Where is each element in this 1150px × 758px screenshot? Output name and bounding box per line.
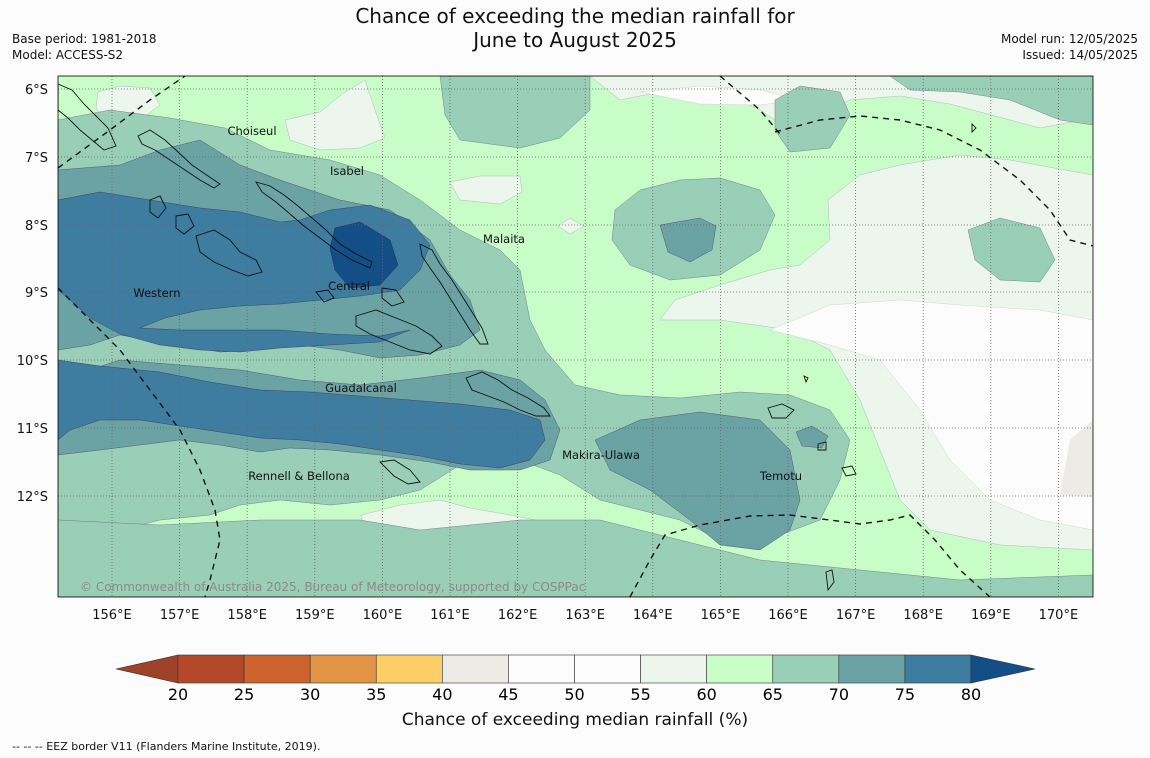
guadalcanal-island	[355, 309, 443, 355]
latitude-label: 10°S	[17, 354, 48, 369]
eez-footnote: -- -- -- EEZ border V11 (Flanders Marine…	[12, 740, 321, 753]
copyright-notice: © Commonwealth of Australia 2025, Bureau…	[80, 580, 585, 594]
longitude-label: 161°E	[430, 608, 470, 623]
province-label: Isabel	[330, 164, 364, 178]
province-label: Rennell & Bellona	[248, 469, 350, 483]
colorbar-tick: 80	[961, 685, 981, 704]
colorbar-tick: 30	[300, 685, 320, 704]
colorbar-tick: 25	[234, 685, 254, 704]
model-name: Model: ACCESS-S2	[12, 48, 124, 62]
longitude-label: 159°E	[295, 608, 335, 623]
latitude-label: 11°S	[17, 422, 48, 437]
province-label: Choiseul	[227, 124, 276, 138]
colorbar-segment	[706, 654, 774, 684]
probability-field-80-plus	[329, 221, 399, 289]
province-label: Temotu	[759, 469, 802, 483]
province-label: Guadalcanal	[325, 381, 397, 395]
map-frame	[57, 75, 1094, 598]
longitude-label: 169°E	[971, 608, 1011, 623]
colorbar-tick: 75	[895, 685, 915, 704]
longitude-label: 166°E	[768, 608, 808, 623]
map-plot: Choiseul Isabel Malaita Western Central Guada…	[58, 76, 1093, 597]
latitude-label: 12°S	[17, 490, 48, 505]
colorbar-segment	[508, 654, 575, 684]
title-line-1: Chance of exceeding the median rainfall …	[355, 4, 795, 28]
colorbar-segment	[772, 654, 840, 684]
temotu-islands	[767, 122, 977, 592]
coastlines	[58, 83, 977, 592]
makira-island	[465, 371, 551, 417]
longitude-label: 158°E	[227, 608, 267, 623]
isabel-island	[255, 181, 373, 269]
longitude-label: 156°E	[92, 608, 132, 623]
longitude-label: 168°E	[903, 608, 943, 623]
colorbar-segment	[375, 654, 443, 684]
longitude-label: 157°E	[160, 608, 200, 623]
colorbar-label: Chance of exceeding median rainfall (%)	[401, 710, 749, 730]
province-label: Western	[133, 286, 180, 300]
colorbar-segment	[838, 654, 906, 684]
colorbar-extend-low	[115, 654, 179, 684]
colorbar: 20 25 30 35 40 45 50 55 60 65 70 75 80	[115, 654, 1036, 704]
latitude-label: 9°S	[25, 286, 48, 301]
latitude-label: 7°S	[25, 151, 48, 166]
model-info: Base period: 1981-2018 Model: ACCESS-S2	[12, 31, 157, 63]
colorbar-tick: 20	[168, 685, 188, 704]
colorbar-segment	[177, 654, 245, 684]
latitude-label: 6°S	[25, 83, 48, 98]
colorbar-segment	[243, 654, 311, 684]
latitude-label: 8°S	[25, 219, 48, 234]
colorbar-tick: 35	[366, 685, 386, 704]
colorbar-segment	[574, 654, 641, 684]
longitude-label: 170°E	[1039, 608, 1079, 623]
longitude-label: 160°E	[363, 608, 403, 623]
run-info: Model run: 12/05/2025 Issued: 14/05/2025	[1001, 31, 1138, 63]
colorbar-segment	[442, 654, 509, 684]
eez-border	[58, 76, 1093, 597]
longitude-labels: 156°E 157°E 158°E 159°E 160°E 161°E 162°E 163°E…	[92, 608, 1078, 623]
map-title: Chance of exceeding the median rainfall …	[0, 4, 1150, 52]
title-line-2: June to August 2025	[473, 28, 677, 52]
choiseul-island	[137, 129, 221, 189]
rennell-island	[379, 459, 421, 485]
probability-field-40-45	[1060, 420, 1093, 497]
colorbar-tick: 55	[630, 685, 650, 704]
latitude-labels: 6°S 7°S 8°S 9°S 10°S 11°S 12°S	[17, 83, 48, 505]
colorbar-segment	[640, 654, 707, 684]
colorbar-tick: 70	[829, 685, 849, 704]
colorbar-tick: 50	[564, 685, 584, 704]
province-label: Malaita	[483, 232, 525, 246]
province-labels: Choiseul Isabel Malaita Western Central Guada…	[133, 124, 802, 483]
malaita-island	[419, 243, 489, 345]
colorbar-tick: 65	[763, 685, 783, 704]
colorbar-tick: 45	[498, 685, 518, 704]
province-label: Central	[328, 279, 370, 293]
longitude-label: 163°E	[565, 608, 605, 623]
colorbar-extend-high	[970, 654, 1036, 684]
longitude-label: 167°E	[836, 608, 876, 623]
issued-date: Issued: 14/05/2025	[1022, 48, 1138, 62]
probability-field-50-55	[639, 85, 1093, 531]
central-islands	[315, 287, 405, 307]
base-period: Base period: 1981-2018	[12, 32, 157, 46]
longitude-label: 162°E	[498, 608, 538, 623]
bougainville-island	[58, 83, 117, 151]
colorbar-tick: 40	[432, 685, 452, 704]
western-islands	[149, 195, 263, 277]
province-label: Makira-Ulawa	[562, 448, 640, 462]
colorbar-tick: 60	[696, 685, 716, 704]
longitude-label: 165°E	[701, 608, 741, 623]
longitude-label: 164°E	[633, 608, 673, 623]
model-run: Model run: 12/05/2025	[1000, 32, 1138, 46]
colorbar-segment	[309, 654, 377, 684]
colorbar-segment	[904, 654, 972, 684]
